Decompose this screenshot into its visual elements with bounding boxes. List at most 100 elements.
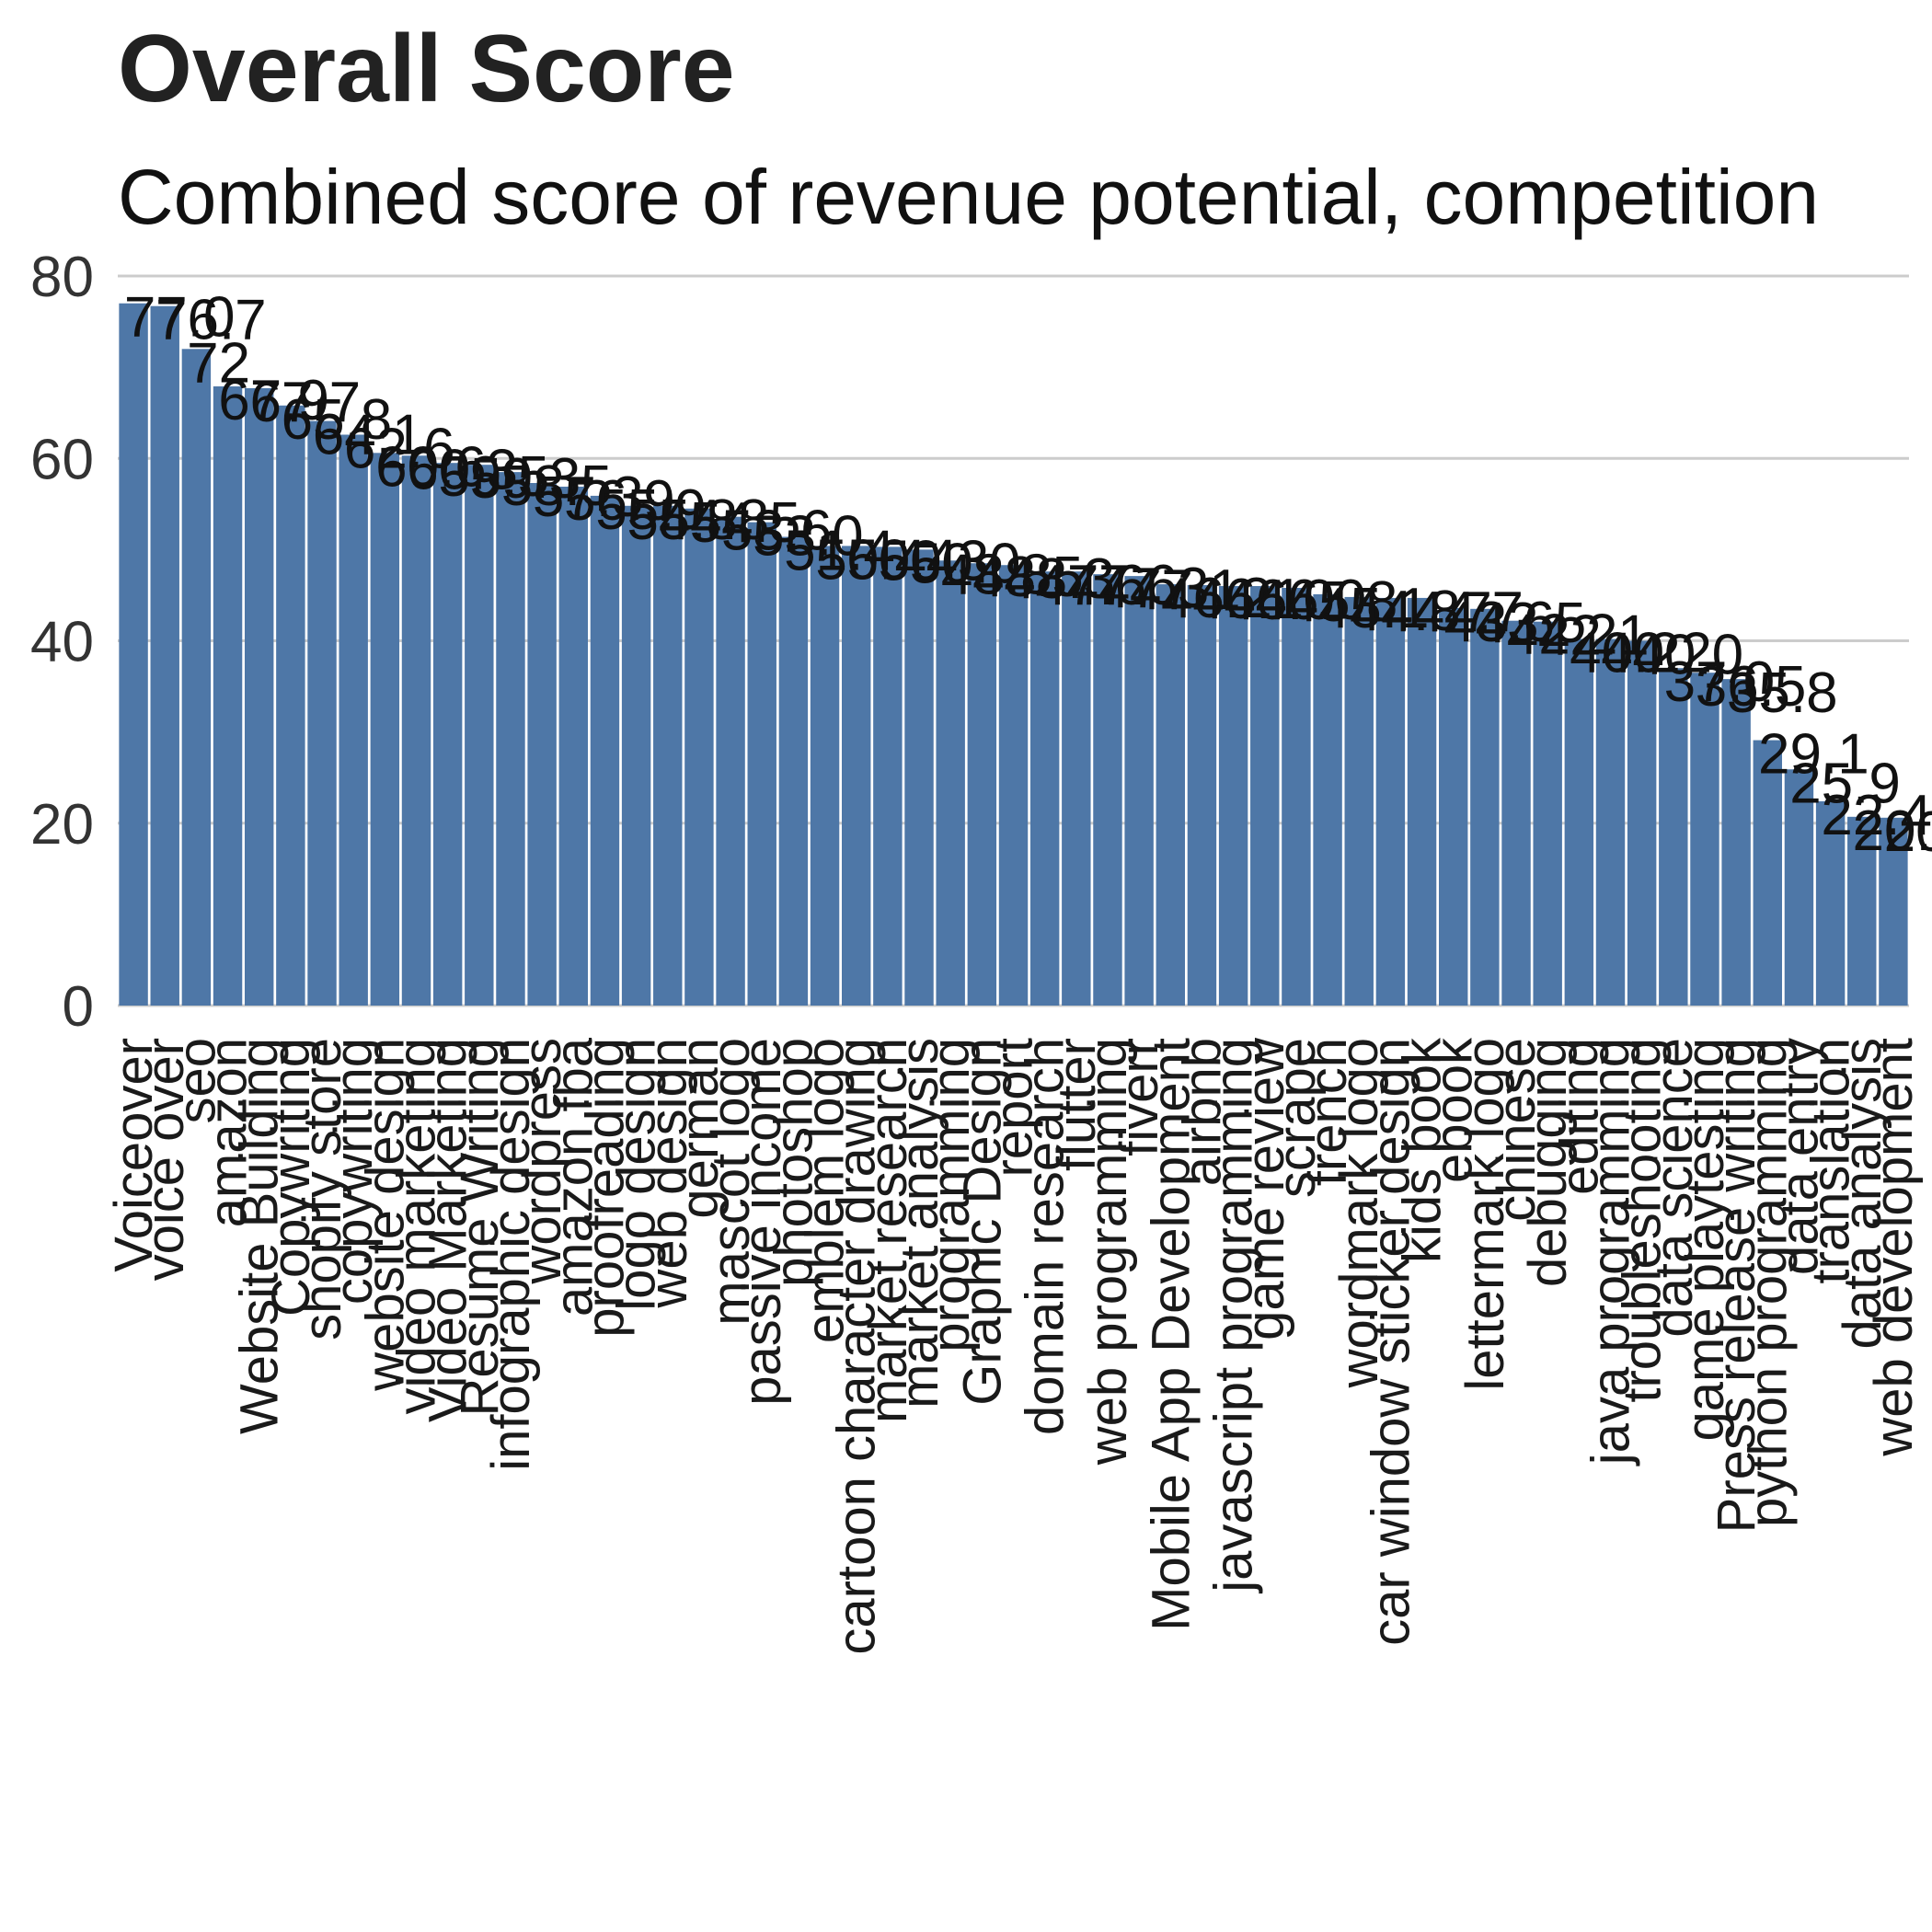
bar	[1753, 740, 1783, 1006]
x-tick-label: wordpress	[512, 1038, 572, 1285]
data-labels: 77.076.77267.967.765.864.162.660.660.359…	[124, 286, 1932, 864]
bar	[1690, 673, 1719, 1006]
bar	[1815, 800, 1846, 1006]
bar	[1282, 588, 1311, 1006]
data-label: 64.1	[313, 404, 424, 467]
data-label: 50.4	[846, 528, 958, 592]
bar	[716, 516, 745, 1006]
x-tick-label: report	[984, 1038, 1044, 1178]
bar	[1533, 621, 1562, 1006]
x-tick-label: cartoon character drawing	[827, 1038, 887, 1655]
bar	[841, 546, 871, 1006]
x-tick-label: editing	[1549, 1038, 1609, 1195]
x-tick-label: javascript programming	[1204, 1038, 1264, 1594]
data-label: 40.0	[1632, 624, 1743, 687]
x-tick-label: web development	[1864, 1038, 1924, 1457]
bar	[465, 465, 494, 1006]
bar	[150, 305, 179, 1006]
x-tick-label: web design	[638, 1038, 698, 1308]
bar	[590, 495, 620, 1006]
x-tick-label: Press release writing	[1707, 1038, 1766, 1533]
data-label: 50.0	[910, 532, 1021, 595]
bar	[778, 536, 809, 1006]
bar	[1438, 607, 1468, 1006]
data-label: 58.5	[501, 454, 613, 518]
x-tick-label: infographic design	[481, 1038, 541, 1471]
chart-subtitle: Combined score of revenue potential, com…	[118, 154, 1820, 240]
bar	[1187, 585, 1217, 1006]
x-tick-label: emblem logo	[796, 1038, 856, 1343]
x-tick-label: copywriting	[324, 1038, 384, 1305]
x-tick-label: ebook	[1424, 1037, 1484, 1183]
data-label: 36.5	[1696, 655, 1807, 719]
bar	[1847, 816, 1877, 1006]
x-tick-label: debugging	[1518, 1038, 1578, 1287]
data-label: 60.3	[407, 438, 518, 501]
bar	[401, 455, 431, 1006]
x-tick-label: Graphic Design	[952, 1038, 1012, 1406]
y-axis-ticks: 0 20 40 60 80	[30, 246, 94, 1039]
data-label: 54.8	[659, 489, 770, 552]
x-tick-label: Website Building	[230, 1038, 290, 1434]
bar	[1659, 668, 1688, 1006]
y-tick-label: 80	[30, 246, 94, 309]
data-label: 22.4	[1821, 784, 1932, 847]
data-label: 20.6	[1884, 800, 1932, 864]
x-tick-label: game playtesting	[1675, 1038, 1735, 1441]
bar	[998, 565, 1029, 1006]
bar	[810, 546, 840, 1006]
x-tick-label: kids book	[1393, 1037, 1453, 1263]
data-label: 67.9	[218, 369, 329, 432]
data-label: 20.7	[1853, 799, 1932, 863]
y-tick-label: 20	[30, 793, 94, 857]
data-label: 65.8	[282, 388, 393, 452]
data-label: 59.5	[438, 445, 549, 509]
data-label: 76.7	[155, 289, 267, 352]
data-label: 53.0	[753, 505, 864, 569]
x-tick-label: video marketing	[387, 1038, 447, 1414]
bars	[119, 303, 1908, 1006]
data-label: 48.5	[972, 546, 1084, 609]
x-tick-label: german	[670, 1038, 730, 1219]
x-tick-label: airbnb	[1172, 1038, 1232, 1186]
data-label: 56.9	[564, 469, 675, 533]
data-label: 57.3	[533, 466, 644, 529]
bar	[1407, 597, 1437, 1006]
bar	[684, 508, 714, 1006]
bar	[276, 405, 305, 1006]
data-label: 67.7	[249, 371, 361, 434]
data-label: 44.8	[1350, 580, 1461, 643]
x-tick-label: mascot logo	[701, 1038, 761, 1326]
data-label: 46.0	[1256, 569, 1367, 632]
bar	[967, 563, 997, 1006]
x-tick-label: Mobile App Development	[1141, 1038, 1201, 1631]
bar	[1313, 593, 1342, 1006]
data-label: 45.8	[1287, 570, 1398, 634]
data-label: 55.9	[595, 478, 707, 542]
bar	[1156, 584, 1186, 1006]
bar	[1564, 638, 1594, 1006]
x-tick-label: car window sticker design	[1361, 1038, 1420, 1646]
x-tick-label: domain research	[1016, 1038, 1075, 1435]
bar	[370, 453, 400, 1006]
x-tick-label: amazon fba	[544, 1037, 604, 1317]
y-tick-label: 0	[63, 975, 94, 1039]
bar	[1062, 571, 1091, 1006]
x-tick-label: flutter	[1047, 1038, 1107, 1171]
data-label: 44.7	[1412, 581, 1524, 644]
bar	[213, 385, 243, 1006]
data-label: 46.2	[1161, 567, 1272, 630]
bar	[1250, 586, 1280, 1006]
x-tick-label: website design	[355, 1038, 415, 1392]
x-tick-label: market analysis	[890, 1038, 949, 1409]
data-label: 51.4	[784, 519, 895, 582]
data-label: 40.2	[1601, 622, 1712, 685]
data-label: 77.0	[124, 286, 236, 350]
x-tick-label: scrape	[1267, 1038, 1327, 1198]
data-label: 47.1	[1130, 558, 1241, 622]
bar	[1627, 640, 1657, 1006]
x-tick-label: Resume Writing	[450, 1038, 510, 1417]
bar	[527, 483, 557, 1006]
y-tick-label: 60	[30, 428, 94, 491]
